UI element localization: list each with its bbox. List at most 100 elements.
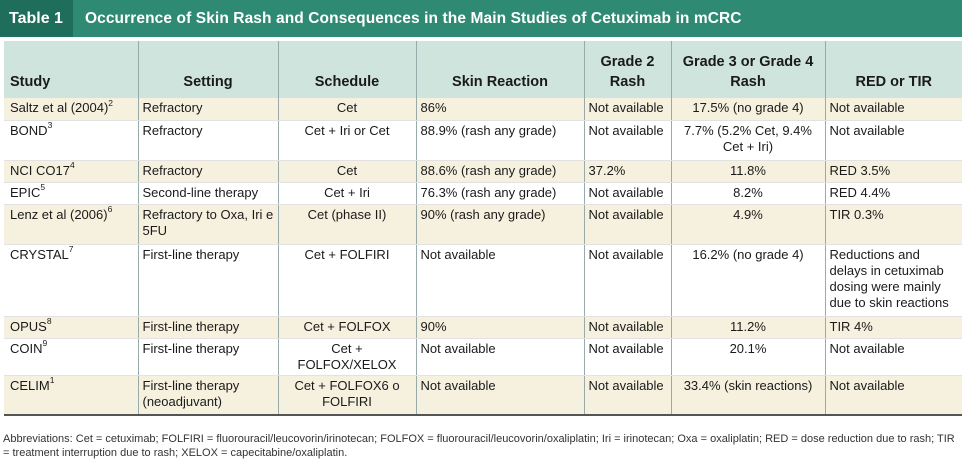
table-row: Saltz et al (2004)2 Refractory Cet 86% Not a… <box>4 97 962 121</box>
study-reference: 7 <box>68 244 74 255</box>
study-reference: 4 <box>69 160 75 171</box>
cell-grade34: 16.2% (no grade 4) <box>670 244 825 317</box>
cell-study: Saltz et al (2004)2 <box>4 97 138 121</box>
cell-skin-reaction: 90% (rash any grade) <box>415 204 584 245</box>
table-row: CELIM1 First-line therapy (neoadjuvant) Ce… <box>4 375 962 416</box>
header-study: Study <box>4 41 138 98</box>
table-title: Occurrence of Skin Rash and Consequences… <box>84 9 742 27</box>
cell-schedule: Cet <box>277 98 416 121</box>
cell-red-tir: TIR 0.3% <box>824 204 962 245</box>
cell-grade2: Not available <box>583 244 671 317</box>
table-row: CRYSTAL7 First-line therapy Cet + FOLFIRI N… <box>4 244 962 317</box>
cell-setting: Refractory <box>137 98 278 121</box>
header-skin-reaction: Skin Reaction <box>415 41 584 98</box>
cell-grade34: 20.1% <box>670 338 825 376</box>
cell-study: BOND3 <box>4 120 138 161</box>
cell-red-tir: RED 4.4% <box>824 182 962 205</box>
cell-grade34: 7.7% (5.2% Cet, 9.4% Cet + Iri) <box>670 120 825 161</box>
footnote: Abbreviations: Cet = cetuximab; FOLFIRI … <box>3 433 955 459</box>
cell-setting: First-line therapy <box>137 244 278 317</box>
cell-schedule: Cet (phase II) <box>277 204 416 245</box>
header-schedule: Schedule <box>277 41 416 98</box>
cell-skin-reaction: Not available <box>415 375 584 416</box>
data-table: Study Setting Schedule Skin Reaction Gra… <box>4 41 962 416</box>
study-reference: 3 <box>47 120 53 131</box>
cell-skin-reaction: 88.6% (rash any grade) <box>415 160 584 183</box>
header-row: Study Setting Schedule Skin Reaction Gra… <box>4 41 962 98</box>
table-row: NCI CO174 Refractory Cet 88.6% (rash any gr… <box>4 160 962 183</box>
study-name: NCI CO17 <box>10 162 70 178</box>
cell-red-tir: Not available <box>824 98 962 121</box>
table-row: COIN9 First-line therapy Cet + FOLFOX/XELO… <box>4 338 962 376</box>
cell-setting: First-line therapy <box>137 316 278 339</box>
cell-setting: First-line therapy <box>137 338 278 376</box>
cell-study: CRYSTAL7 <box>4 244 138 317</box>
study-name: EPIC <box>10 184 41 200</box>
table-title-bar: Table 1 Occurrence of Skin Rash and Cons… <box>0 0 962 37</box>
header-grade2: Grade 2 Rash <box>583 41 671 98</box>
study-reference: 2 <box>108 97 114 108</box>
cell-setting: Second-line therapy <box>137 182 278 205</box>
cell-setting: Refractory <box>137 120 278 161</box>
cell-skin-reaction: 88.9% (rash any grade) <box>415 120 584 161</box>
cell-schedule: Cet <box>277 160 416 183</box>
cell-setting: Refractory <box>137 160 278 183</box>
cell-grade2: Not available <box>583 375 671 416</box>
study-name: BOND <box>10 122 48 138</box>
cell-grade2: Not available <box>583 338 671 376</box>
cell-red-tir: Reductions and delays in cetuximab dosin… <box>824 244 962 317</box>
study-name: Saltz et al (2004) <box>10 100 109 115</box>
cell-study: Lenz et al (2006)6 <box>4 204 138 245</box>
cell-red-tir: Not available <box>824 375 962 416</box>
cell-schedule: Cet + FOLFOX <box>277 316 416 339</box>
table-row: OPUS8 First-line therapy Cet + FOLFOX 90% No… <box>4 316 962 339</box>
study-name: CELIM <box>10 377 50 393</box>
study-reference: 1 <box>49 375 55 386</box>
cell-skin-reaction: 90% <box>415 316 584 339</box>
cell-study: NCI CO174 <box>4 160 138 183</box>
table-label: Table 1 <box>0 0 73 37</box>
cell-skin-reaction: 86% <box>415 98 584 121</box>
cell-grade34: 11.8% <box>670 160 825 183</box>
study-name: Lenz et al (2006) <box>10 206 108 222</box>
cell-red-tir: RED 3.5% <box>824 160 962 183</box>
cell-skin-reaction: Not available <box>415 338 584 376</box>
cell-grade34: 11.2% <box>670 316 825 339</box>
cell-grade34: 17.5% (no grade 4) <box>670 98 825 121</box>
cell-schedule: Cet + FOLFOX/XELOX <box>277 338 416 376</box>
cell-setting: First-line therapy (neoadjuvant) <box>137 375 278 416</box>
cell-grade2: Not available <box>583 98 671 121</box>
cell-red-tir: TIR 4% <box>824 316 962 339</box>
cell-skin-reaction: Not available <box>415 244 584 317</box>
cell-schedule: Cet + Iri or Cet <box>277 120 416 161</box>
cell-grade34: 8.2% <box>670 182 825 205</box>
header-red-tir: RED or TIR <box>824 41 962 98</box>
header-setting: Setting <box>137 41 278 98</box>
cell-grade2: Not available <box>583 120 671 161</box>
cell-grade2: Not available <box>583 182 671 205</box>
cell-study: COIN9 <box>4 338 138 376</box>
cell-grade34: 33.4% (skin reactions) <box>670 375 825 416</box>
cell-red-tir: Not available <box>824 338 962 376</box>
study-name: COIN <box>10 340 43 356</box>
table-row: Lenz et al (2006)6 Refractory to Oxa, Iri… <box>4 204 962 245</box>
cell-study: CELIM1 <box>4 375 138 416</box>
cell-schedule: Cet + Iri <box>277 182 416 205</box>
table-row: EPIC5 Second-line therapy Cet + Iri 76.3% (… <box>4 182 962 205</box>
study-reference: 8 <box>46 316 52 327</box>
cell-grade2: Not available <box>583 316 671 339</box>
cell-setting: Refractory to Oxa, Iri e 5FU <box>137 204 278 245</box>
cell-study: EPIC5 <box>4 182 138 205</box>
study-reference: 9 <box>42 338 48 349</box>
cell-grade2: Not available <box>583 204 671 245</box>
cell-study: OPUS8 <box>4 316 138 339</box>
study-reference: 6 <box>107 204 113 215</box>
study-name: CRYSTAL <box>10 246 69 262</box>
study-reference: 5 <box>40 182 46 193</box>
cell-schedule: Cet + FOLFOX6 o FOLFIRI <box>277 375 416 416</box>
header-grade34: Grade 3 or Grade 4 Rash <box>670 41 825 98</box>
table-row: BOND3 Refractory Cet + Iri or Cet 88.9% (ra… <box>4 120 962 161</box>
cell-grade34: 4.9% <box>670 204 825 245</box>
cell-red-tir: Not available <box>824 120 962 161</box>
study-name: OPUS <box>10 318 47 334</box>
